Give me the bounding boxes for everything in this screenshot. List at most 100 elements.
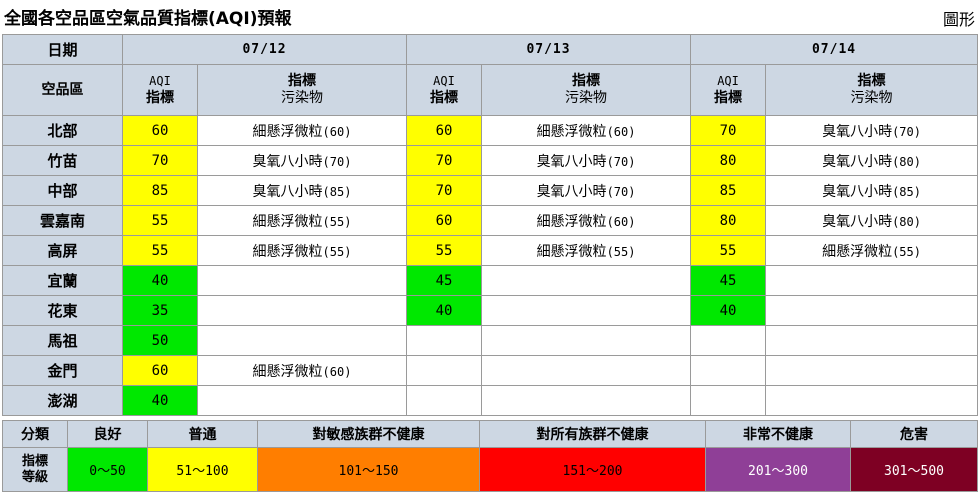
pollutant-value: (60) <box>606 124 636 139</box>
pollutant-cell <box>765 295 979 326</box>
legend-level-range: 101～150 <box>257 447 480 492</box>
region-name: 花東 <box>2 295 123 326</box>
aqi-value-cell: 55 <box>122 205 198 236</box>
pollutant-name: 臭氧八小時 <box>822 123 893 140</box>
aqi-value-cell: 85 <box>690 175 767 206</box>
region-name: 馬祖 <box>2 325 123 356</box>
aqi-value-cell: 60 <box>406 205 483 236</box>
pollutant-cell <box>196 385 408 416</box>
aqi-value-cell: 70 <box>690 115 767 146</box>
pollutant-cell: 臭氧八小時(85) <box>196 175 408 206</box>
region-name: 金門 <box>2 355 123 386</box>
region-row: 雲嘉南 55 細懸浮微粒(55) 60 細懸浮微粒(60) 80 臭氧八小時(80) <box>2 205 979 236</box>
pollutant-name: 細懸浮微粒 <box>822 243 893 260</box>
pollutant-cell <box>481 325 692 356</box>
aqi-value-cell: 55 <box>122 235 198 266</box>
pollutant-value: (60) <box>322 364 352 379</box>
pollutant-value: (70) <box>322 154 352 169</box>
aqi-value-cell <box>406 355 483 386</box>
aqi-value-cell: 45 <box>406 265 483 296</box>
pollutant-value: (55) <box>892 244 921 259</box>
region-name: 雲嘉南 <box>2 205 123 236</box>
pollutant-value: (60) <box>606 214 636 229</box>
pollutant-cell <box>481 295 692 326</box>
aqi-value-cell: 70 <box>406 145 483 176</box>
aqi-column-header: AQI 指標 <box>406 64 483 116</box>
pollutant-cell: 細懸浮微粒(55) <box>765 235 979 266</box>
pollutant-cell: 臭氧八小時(70) <box>481 175 692 206</box>
pollutant-name: 細懸浮微粒 <box>252 213 323 230</box>
page-title: 全國各空品區空氣品質指標(AQI)預報 <box>4 9 292 29</box>
pollutant-name: 臭氧八小時 <box>822 153 893 170</box>
pollutant-name: 臭氧八小時 <box>252 153 323 170</box>
aqi-value-cell <box>690 325 767 356</box>
region-row: 中部 85 臭氧八小時(85) 70 臭氧八小時(70) 85 臭氧八小時(85) <box>2 175 979 206</box>
chart-view-link[interactable]: 圖形 <box>942 10 975 29</box>
pollutant-value: (55) <box>322 214 352 229</box>
aqi-value-cell: 40 <box>406 295 483 326</box>
date-header: 07/13 <box>406 34 692 65</box>
pollutant-cell: 細懸浮微粒(60) <box>481 115 692 146</box>
region-name: 宜蘭 <box>2 265 123 296</box>
pollutant-column-header: 指標 污染物 <box>481 64 692 116</box>
pollutant-cell: 臭氧八小時(70) <box>481 145 692 176</box>
legend-level-range: 51～100 <box>147 447 258 492</box>
legend-level-name: 非常不健康 <box>705 420 851 448</box>
pollutant-name: 臭氧八小時 <box>536 183 607 200</box>
aqi-value-cell: 60 <box>406 115 483 146</box>
pollutant-cell: 臭氧八小時(70) <box>196 145 408 176</box>
aqi-value-cell: 55 <box>690 235 767 266</box>
pollutant-cell <box>196 325 408 356</box>
pollutant-cell: 臭氧八小時(85) <box>765 175 979 206</box>
date-header: 07/14 <box>690 34 979 65</box>
aqi-value-cell: 35 <box>122 295 198 326</box>
date-header: 07/12 <box>121 34 408 65</box>
aqi-value-cell: 40 <box>122 385 198 416</box>
date-header-label: 日期 <box>2 34 123 65</box>
pollutant-cell <box>765 325 979 356</box>
pollutant-cell: 細懸浮微粒(55) <box>196 205 408 236</box>
pollutant-value: (80) <box>892 214 921 229</box>
pollutant-name: 臭氧八小時 <box>252 183 323 200</box>
region-name: 澎湖 <box>2 385 123 416</box>
aqi-value-cell: 85 <box>122 175 198 206</box>
pollutant-value: (55) <box>606 244 636 259</box>
region-header: 空品區 <box>2 64 123 116</box>
pollutant-value: (70) <box>892 124 921 139</box>
aqi-value-cell <box>690 385 767 416</box>
legend-level-name: 對敏感族群不健康 <box>257 420 480 448</box>
pollutant-cell: 細懸浮微粒(60) <box>196 115 408 146</box>
aqi-value-cell: 40 <box>122 265 198 296</box>
region-name: 北部 <box>2 115 123 146</box>
legend-indicator-label: 指標 等級 <box>2 447 68 492</box>
pollutant-cell <box>765 385 979 416</box>
region-row: 澎湖 40 <box>2 385 979 416</box>
pollutant-cell: 臭氧八小時(80) <box>765 205 979 236</box>
pollutant-cell: 細懸浮微粒(60) <box>196 355 408 386</box>
pollutant-name: 臭氧八小時 <box>536 153 607 170</box>
region-row: 花東 35 40 40 <box>2 295 979 326</box>
pollutant-cell <box>196 265 408 296</box>
pollutant-name: 細懸浮微粒 <box>536 213 607 230</box>
pollutant-value: (60) <box>322 124 352 139</box>
pollutant-name: 細懸浮微粒 <box>536 123 607 140</box>
aqi-value-cell <box>406 385 483 416</box>
aqi-value-cell <box>406 325 483 356</box>
aqi-value-cell: 60 <box>122 355 198 386</box>
pollutant-value: (85) <box>322 184 352 199</box>
pollutant-cell <box>481 265 692 296</box>
aqi-value-cell: 40 <box>690 295 767 326</box>
legend-level-range: 151～200 <box>479 447 706 492</box>
legend-category-label: 分類 <box>2 420 68 448</box>
pollutant-name: 細懸浮微粒 <box>252 123 323 140</box>
aqi-value-cell: 50 <box>122 325 198 356</box>
aqi-value-cell: 70 <box>406 175 483 206</box>
legend-level-range: 301～500 <box>850 447 978 492</box>
region-row: 金門 60 細懸浮微粒(60) <box>2 355 979 386</box>
aqi-value-cell: 70 <box>122 145 198 176</box>
legend-level-name: 對所有族群不健康 <box>479 420 706 448</box>
aqi-value-cell: 80 <box>690 205 767 236</box>
region-row: 竹苗 70 臭氧八小時(70) 70 臭氧八小時(70) 80 臭氧八小時(80) <box>2 145 979 176</box>
pollutant-name: 細懸浮微粒 <box>252 243 323 260</box>
region-row: 北部 60 細懸浮微粒(60) 60 細懸浮微粒(60) 70 臭氧八小時(70) <box>2 115 979 146</box>
